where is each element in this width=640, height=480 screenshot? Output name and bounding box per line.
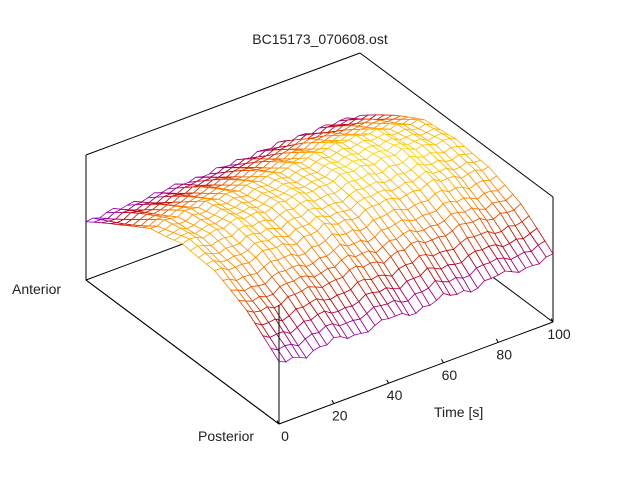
surface-mesh (84, 114, 554, 363)
axes-box-front (85, 279, 554, 425)
x-tick-label: 80 (496, 346, 512, 362)
x-tick-label: 20 (332, 408, 348, 424)
x-tick-label: 100 (547, 326, 571, 342)
x-tick-mark (386, 379, 390, 384)
x-tick-label: 60 (442, 367, 458, 383)
axis-edge (85, 52, 361, 156)
x-tick-mark (550, 318, 554, 323)
x-tick-mark (441, 359, 444, 364)
x-tick-mark (276, 420, 280, 425)
x-axis-label: Time [s] (434, 404, 483, 420)
surface-cell (270, 348, 287, 363)
x-axis-ticks: 0 20 40 60 80 100 (276, 318, 571, 444)
y-axis-line (85, 279, 280, 425)
x-tick-label: 40 (387, 387, 403, 403)
x-tick-label: 0 (281, 428, 289, 444)
anterior-label: Anterior (12, 281, 61, 297)
x-tick-mark (495, 338, 499, 343)
chart-title: BC15173_070608.ost (252, 31, 388, 47)
posterior-label: Posterior (198, 428, 254, 444)
x-axis-line (278, 321, 554, 425)
axis-edge (359, 52, 554, 198)
x-tick-mark (331, 399, 335, 404)
